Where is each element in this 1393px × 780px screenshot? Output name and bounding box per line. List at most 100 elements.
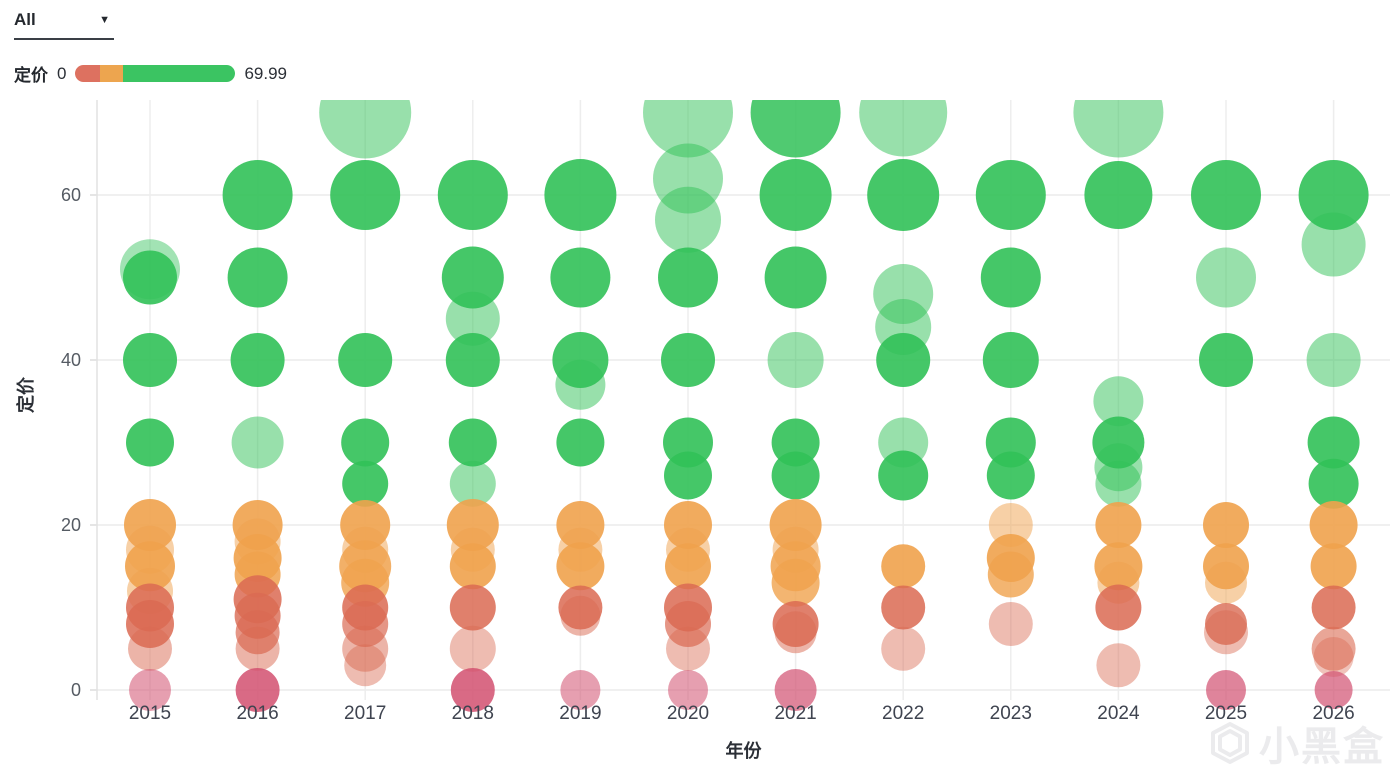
bubble-2021-13[interactable] (771, 558, 820, 607)
bubble-2017-60[interactable] (330, 160, 401, 230)
bubble-2026-10[interactable] (1311, 585, 1356, 630)
bubble-2019-60[interactable] (544, 159, 617, 231)
bubble-2026-5[interactable] (1311, 626, 1356, 671)
bubble-2017-70[interactable] (319, 67, 412, 159)
bubble-2026-54[interactable] (1301, 212, 1366, 277)
bubble-2016-5[interactable] (235, 626, 280, 671)
legend-colorbar[interactable] (75, 65, 236, 82)
bubble-2018-10[interactable] (449, 584, 496, 631)
bubble-2022-5[interactable] (881, 626, 926, 671)
bubble-2020-50[interactable] (658, 247, 718, 308)
bubble-2023-40[interactable] (982, 332, 1039, 388)
bubble-2026-60[interactable] (1298, 160, 1369, 230)
bubble-2022-10[interactable] (881, 585, 926, 630)
bubble-2023-14[interactable] (987, 551, 1034, 598)
bubble-2018-5[interactable] (449, 625, 496, 672)
bubble-2021-50[interactable] (764, 246, 827, 309)
bubble-2021-26[interactable] (771, 451, 820, 500)
bubble-2023-8[interactable] (988, 602, 1033, 646)
bubble-2025-13[interactable] (1205, 561, 1247, 604)
bubble-2022-15[interactable] (881, 544, 926, 589)
bubble-2015-5[interactable] (128, 626, 172, 671)
bubble-2017-3[interactable] (344, 644, 387, 687)
bubbles-layer (120, 67, 1369, 712)
bubble-2023-30[interactable] (985, 417, 1036, 468)
bubble-2017-30[interactable] (341, 418, 390, 467)
bubble-2024-10[interactable] (1095, 584, 1142, 631)
bubble-2024-20[interactable] (1095, 502, 1142, 548)
bubble-2023-60[interactable] (975, 160, 1046, 230)
bubble-2025-8[interactable] (1205, 603, 1247, 645)
bubble-2015-0[interactable] (129, 669, 171, 711)
bubble-2026-20[interactable] (1309, 501, 1358, 549)
bubble-2026-4[interactable] (1313, 637, 1354, 677)
bubble-2026-30[interactable] (1307, 416, 1360, 469)
bubble-2018-15[interactable] (449, 543, 496, 590)
bubble-2020-0[interactable] (668, 670, 708, 710)
bubble-2026-15[interactable] (1310, 543, 1357, 590)
bubble-2016-40[interactable] (230, 333, 285, 387)
bubble-2019-37[interactable] (555, 359, 606, 410)
bubble-2018-30[interactable] (448, 418, 497, 467)
bubble-2018-25[interactable] (449, 460, 496, 507)
bubble-2022-26[interactable] (878, 450, 929, 501)
bubble-2021-60[interactable] (759, 159, 832, 231)
bubble-2025-50[interactable] (1196, 247, 1256, 308)
bubble-2021-30[interactable] (771, 418, 820, 467)
bubble-2019-9[interactable] (560, 595, 601, 636)
bubble-2024-25[interactable] (1095, 460, 1142, 507)
filter-dropdown[interactable]: All ▼ (14, 8, 114, 40)
bubble-2023-20[interactable] (988, 503, 1033, 547)
bubble-2024-3[interactable] (1096, 643, 1141, 688)
bubble-2016-50[interactable] (227, 247, 288, 308)
bubble-2018-0[interactable] (450, 668, 495, 712)
bubble-2022-60[interactable] (867, 159, 940, 231)
bubble-2023-26[interactable] (986, 451, 1035, 500)
bubble-2016-60[interactable] (222, 160, 293, 230)
bubble-2019-50[interactable] (550, 247, 611, 308)
bubble-2019-0[interactable] (560, 670, 601, 710)
bubble-2024-70[interactable] (1073, 68, 1164, 158)
bubble-2021-40[interactable] (767, 332, 824, 388)
bubble-2026-0[interactable] (1314, 671, 1353, 709)
bubble-2021-70[interactable] (750, 68, 841, 158)
bubble-2025-40[interactable] (1199, 333, 1253, 387)
bubble-2015-50[interactable] (123, 250, 177, 305)
bubble-2020-26[interactable] (664, 451, 712, 500)
bubble-2020-40[interactable] (661, 333, 715, 387)
bubble-2018-60[interactable] (437, 160, 508, 230)
bubble-2017-25[interactable] (342, 460, 389, 507)
bubble-2026-40[interactable] (1306, 333, 1361, 387)
x-tick-label-2018: 2018 (452, 703, 494, 724)
bubble-2025-60[interactable] (1191, 160, 1261, 230)
bubble-2022-40[interactable] (876, 333, 931, 387)
bubble-2018-45[interactable] (445, 291, 500, 346)
bubble-2019-30[interactable] (556, 418, 605, 467)
bubble-2025-20[interactable] (1203, 502, 1249, 548)
bubble-2020-70[interactable] (643, 68, 733, 158)
bubble-2018-50[interactable] (441, 246, 504, 309)
bubble-2026-25[interactable] (1308, 458, 1359, 509)
bubble-2015-30[interactable] (126, 418, 174, 467)
bubble-2016-30[interactable] (231, 416, 284, 469)
bubble-2021-0[interactable] (774, 669, 817, 711)
bubble-2015-40[interactable] (123, 333, 177, 387)
bubble-2017-5[interactable] (342, 625, 389, 672)
bubble-2025-0[interactable] (1206, 670, 1246, 710)
bubble-2022-70[interactable] (859, 69, 948, 157)
bubble-2016-0[interactable] (235, 668, 280, 712)
bubble-2020-15[interactable] (665, 543, 711, 590)
bubble-2023-50[interactable] (980, 247, 1041, 308)
bubble-2024-60[interactable] (1084, 161, 1153, 229)
bubble-2021-7[interactable] (774, 611, 817, 654)
bubble-2024-35[interactable] (1093, 376, 1144, 427)
bubble-2017-40[interactable] (338, 333, 393, 387)
bubble-2020-5[interactable] (666, 626, 710, 671)
bubble-2020-30[interactable] (663, 417, 713, 468)
bubble-2020-8[interactable] (665, 601, 711, 647)
bubble-2019-15[interactable] (556, 542, 605, 591)
bubble-2025-7[interactable] (1204, 610, 1248, 655)
bubble-2020-57[interactable] (655, 186, 721, 253)
bubble-2018-40[interactable] (445, 333, 500, 387)
color-legend: 定价 0 69.99 (14, 61, 287, 86)
